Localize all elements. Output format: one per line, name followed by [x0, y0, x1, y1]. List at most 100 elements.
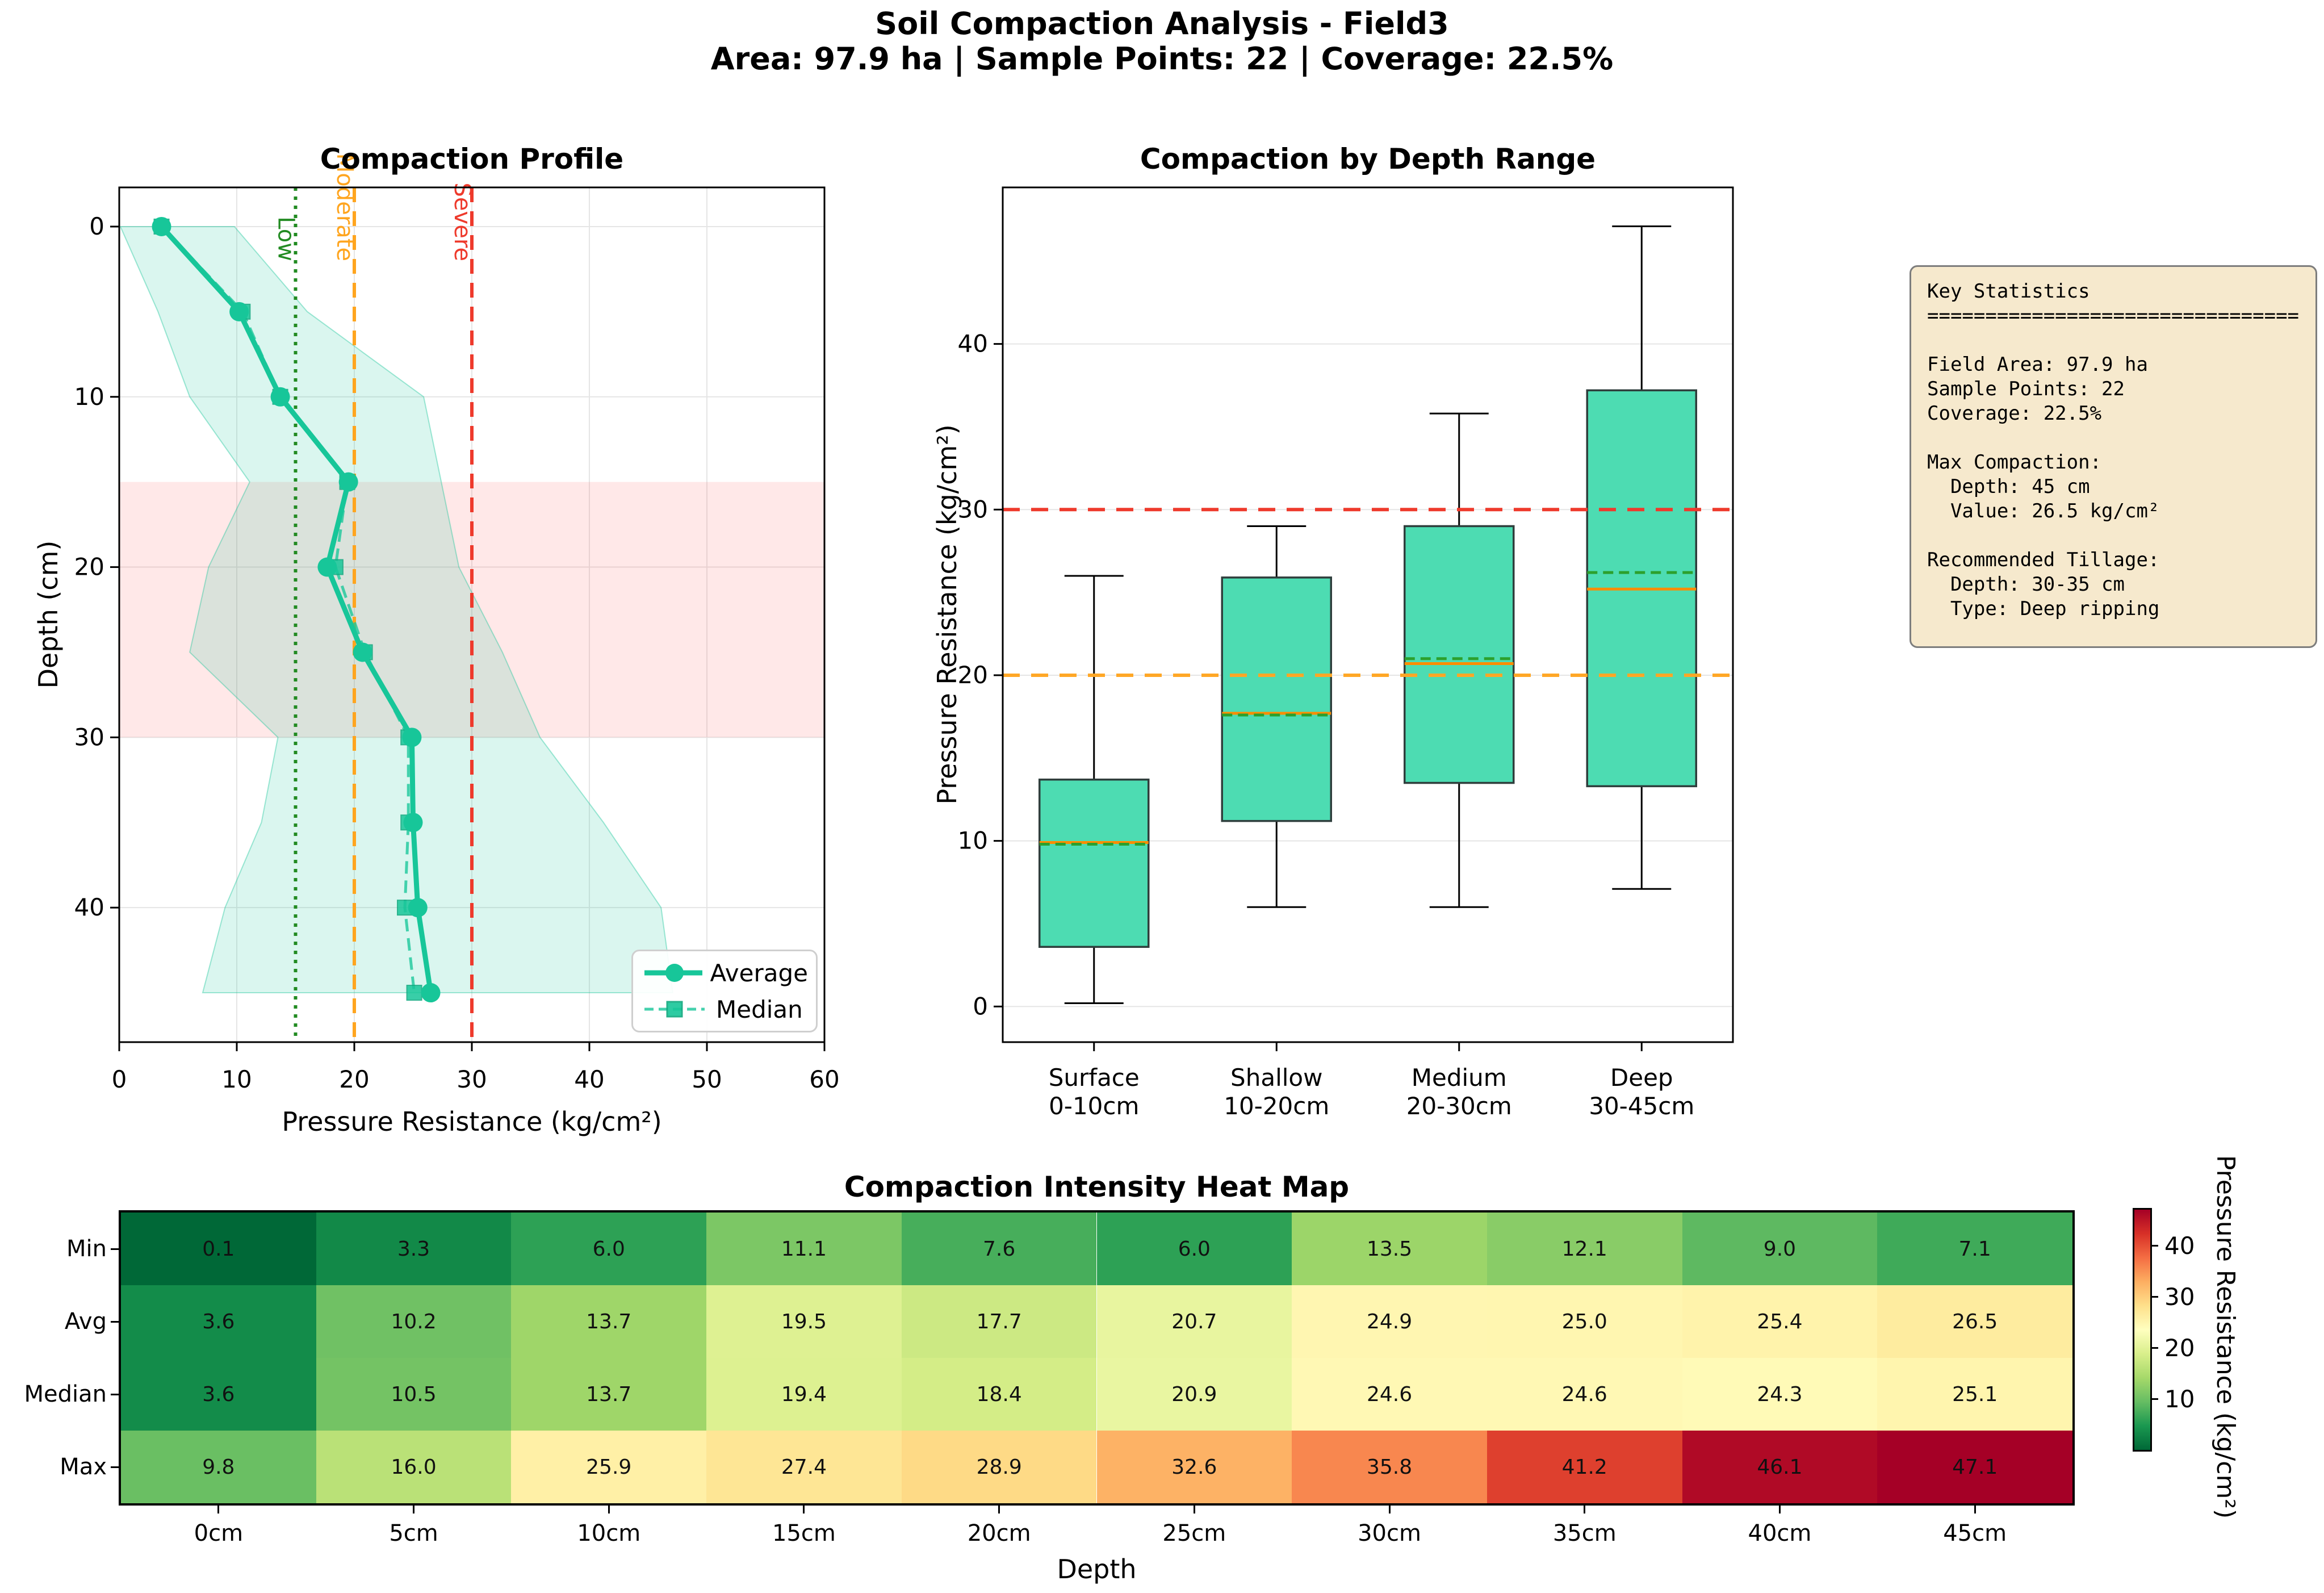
average-marker — [317, 557, 337, 577]
heatmap-cell: 47.1 — [1877, 1431, 2072, 1503]
heatmap: 0.1 3.3 6.0 11.1 7.6 6.0 13.5 12.1 9.0 7.1 3.6 10.2… — [119, 1210, 2075, 1506]
heatmap-cell: 12.1 — [1486, 1212, 1682, 1285]
profile-y-tick-label: 10 — [74, 383, 104, 411]
average-marker — [353, 642, 372, 662]
heatmap-col-label: 30cm — [1358, 1520, 1421, 1546]
average-marker — [403, 813, 423, 833]
key-statistics-line — [1927, 328, 2300, 353]
key-statistics-line: Sample Points: 22 — [1927, 378, 2125, 400]
heatmap-cell: 46.1 — [1682, 1431, 1878, 1503]
heatmap-cell: 20.9 — [1096, 1358, 1292, 1431]
colorbar-label: Pressure Resistance (kg/cm²) — [2211, 1155, 2240, 1519]
heatmap-cell: 26.5 — [1877, 1285, 2072, 1358]
heatmap-cell: 10.5 — [316, 1358, 512, 1431]
boxplot-axes-frame — [1002, 186, 1734, 1043]
box-iqr — [1039, 778, 1150, 948]
heatmap-cell: 27.4 — [706, 1431, 902, 1503]
heatmap-cell: 20.7 — [1096, 1285, 1292, 1358]
heatmap-cell: 25.1 — [1877, 1358, 2072, 1431]
heatmap-cell: 28.9 — [901, 1431, 1097, 1503]
heatmap-cell: 19.5 — [706, 1285, 902, 1358]
legend-item-median: Median — [641, 992, 808, 1027]
key-statistics-line: Field Area: 97.9 ha — [1927, 353, 2148, 376]
figure-subtitle: Area: 97.9 ha | Sample Points: 22 | Cove… — [710, 41, 1614, 77]
box-iqr — [1404, 525, 1515, 784]
heatmap-cell: 19.4 — [706, 1358, 902, 1431]
profile-y-tick-label: 20 — [74, 553, 104, 581]
boxplot-y-tick-label: 40 — [958, 330, 988, 358]
threshold-label-severe: Severe — [449, 183, 475, 261]
heatmap-row-label: Max — [60, 1454, 107, 1480]
boxplot-category-label: Deep — [1610, 1064, 1673, 1092]
boxplot-category-range-label: 10-20cm — [1224, 1092, 1329, 1120]
heatmap-cell: 10.2 — [316, 1285, 512, 1358]
heatmap-cell: 3.6 — [121, 1285, 316, 1358]
profile-title: Compaction Profile — [320, 143, 624, 175]
key-statistics-line: Depth: 30-35 cm — [1927, 573, 2125, 596]
heatmap-cell: 7.6 — [901, 1212, 1097, 1285]
average-line-marker-icon — [644, 964, 702, 982]
legend-label-average: Average — [710, 959, 808, 987]
median-marker — [406, 985, 422, 1001]
heatmap-cell: 13.7 — [511, 1285, 707, 1358]
colorbar-tick-label: 20 — [2164, 1333, 2195, 1362]
heatmap-cell: 7.1 — [1877, 1212, 2072, 1285]
average-marker — [408, 898, 428, 918]
profile-xlabel: Pressure Resistance (kg/cm²) — [282, 1106, 662, 1137]
colorbar-tick — [2150, 1296, 2158, 1298]
profile-y-tick-label: 40 — [74, 893, 104, 921]
profile-x-tick-label: 40 — [574, 1065, 604, 1093]
threshold-label-moderate: Moderate — [332, 153, 358, 261]
key-statistics-line: Coverage: 22.5% — [1927, 402, 2102, 425]
key-statistics-line: Max Compaction: — [1927, 451, 2102, 474]
heatmap-row-label: Min — [66, 1236, 107, 1262]
heatmap-col-tick — [217, 1506, 220, 1513]
profile-x-tick-label: 50 — [692, 1065, 722, 1093]
colorbar — [2133, 1208, 2152, 1452]
key-statistics-line — [1927, 426, 2300, 450]
profile-x-tick-label: 0 — [112, 1065, 127, 1093]
heatmap-row-label: Median — [24, 1381, 107, 1407]
boxplot-title: Compaction by Depth Range — [1140, 143, 1596, 175]
heatmap-cell: 24.3 — [1682, 1358, 1878, 1431]
heatmap-row-tick — [111, 1393, 119, 1395]
threshold-label-low: Low — [273, 216, 299, 261]
heatmap-col-label: 20cm — [967, 1520, 1031, 1546]
key-statistics-line: Value: 26.5 kg/cm² — [1927, 500, 2160, 522]
heatmap-row-tick — [111, 1320, 119, 1323]
heatmap-cell: 17.7 — [901, 1285, 1097, 1358]
heatmap-cell: 25.9 — [511, 1431, 707, 1503]
boxplot-y-tick-label: 30 — [958, 495, 988, 523]
profile-x-tick-label: 60 — [809, 1065, 839, 1093]
heatmap-cell: 0.1 — [121, 1212, 316, 1285]
heatmap-col-label: 5cm — [389, 1520, 438, 1546]
key-statistics-line: ================================ — [1927, 304, 2300, 327]
average-marker — [421, 983, 441, 1003]
heatmap-cell: 41.2 — [1486, 1431, 1682, 1503]
boxplot-category-range-label: 0-10cm — [1049, 1092, 1139, 1120]
heatmap-col-label: 0cm — [194, 1520, 244, 1546]
heatmap-col-tick — [803, 1506, 805, 1513]
profile-legend: Average Median — [631, 950, 818, 1032]
key-statistics-line — [1927, 524, 2300, 548]
average-marker — [270, 387, 290, 407]
heatmap-col-label: 10cm — [577, 1520, 641, 1546]
profile-x-tick-label: 30 — [457, 1065, 487, 1093]
heatmap-col-label: 25cm — [1162, 1520, 1226, 1546]
profile-x-tick-label: 20 — [339, 1065, 369, 1093]
heatmap-title: Compaction Intensity Heat Map — [844, 1170, 1350, 1203]
heatmap-cell: 32.6 — [1096, 1431, 1292, 1503]
heatmap-col-tick — [1388, 1506, 1391, 1513]
average-line — [160, 224, 433, 993]
heatmap-cell: 24.6 — [1486, 1358, 1682, 1431]
boxplot-category-label: Surface — [1049, 1064, 1140, 1092]
heatmap-cell: 6.0 — [1096, 1212, 1292, 1285]
heatmap-col-tick — [413, 1506, 415, 1513]
heatmap-cell: 35.8 — [1292, 1431, 1487, 1503]
average-marker — [229, 302, 249, 321]
colorbar-tick-label: 30 — [2164, 1282, 2195, 1311]
heatmap-cell: 9.8 — [121, 1431, 316, 1503]
heatmap-col-label: 45cm — [1943, 1520, 2007, 1546]
heatmap-cell: 13.7 — [511, 1358, 707, 1431]
